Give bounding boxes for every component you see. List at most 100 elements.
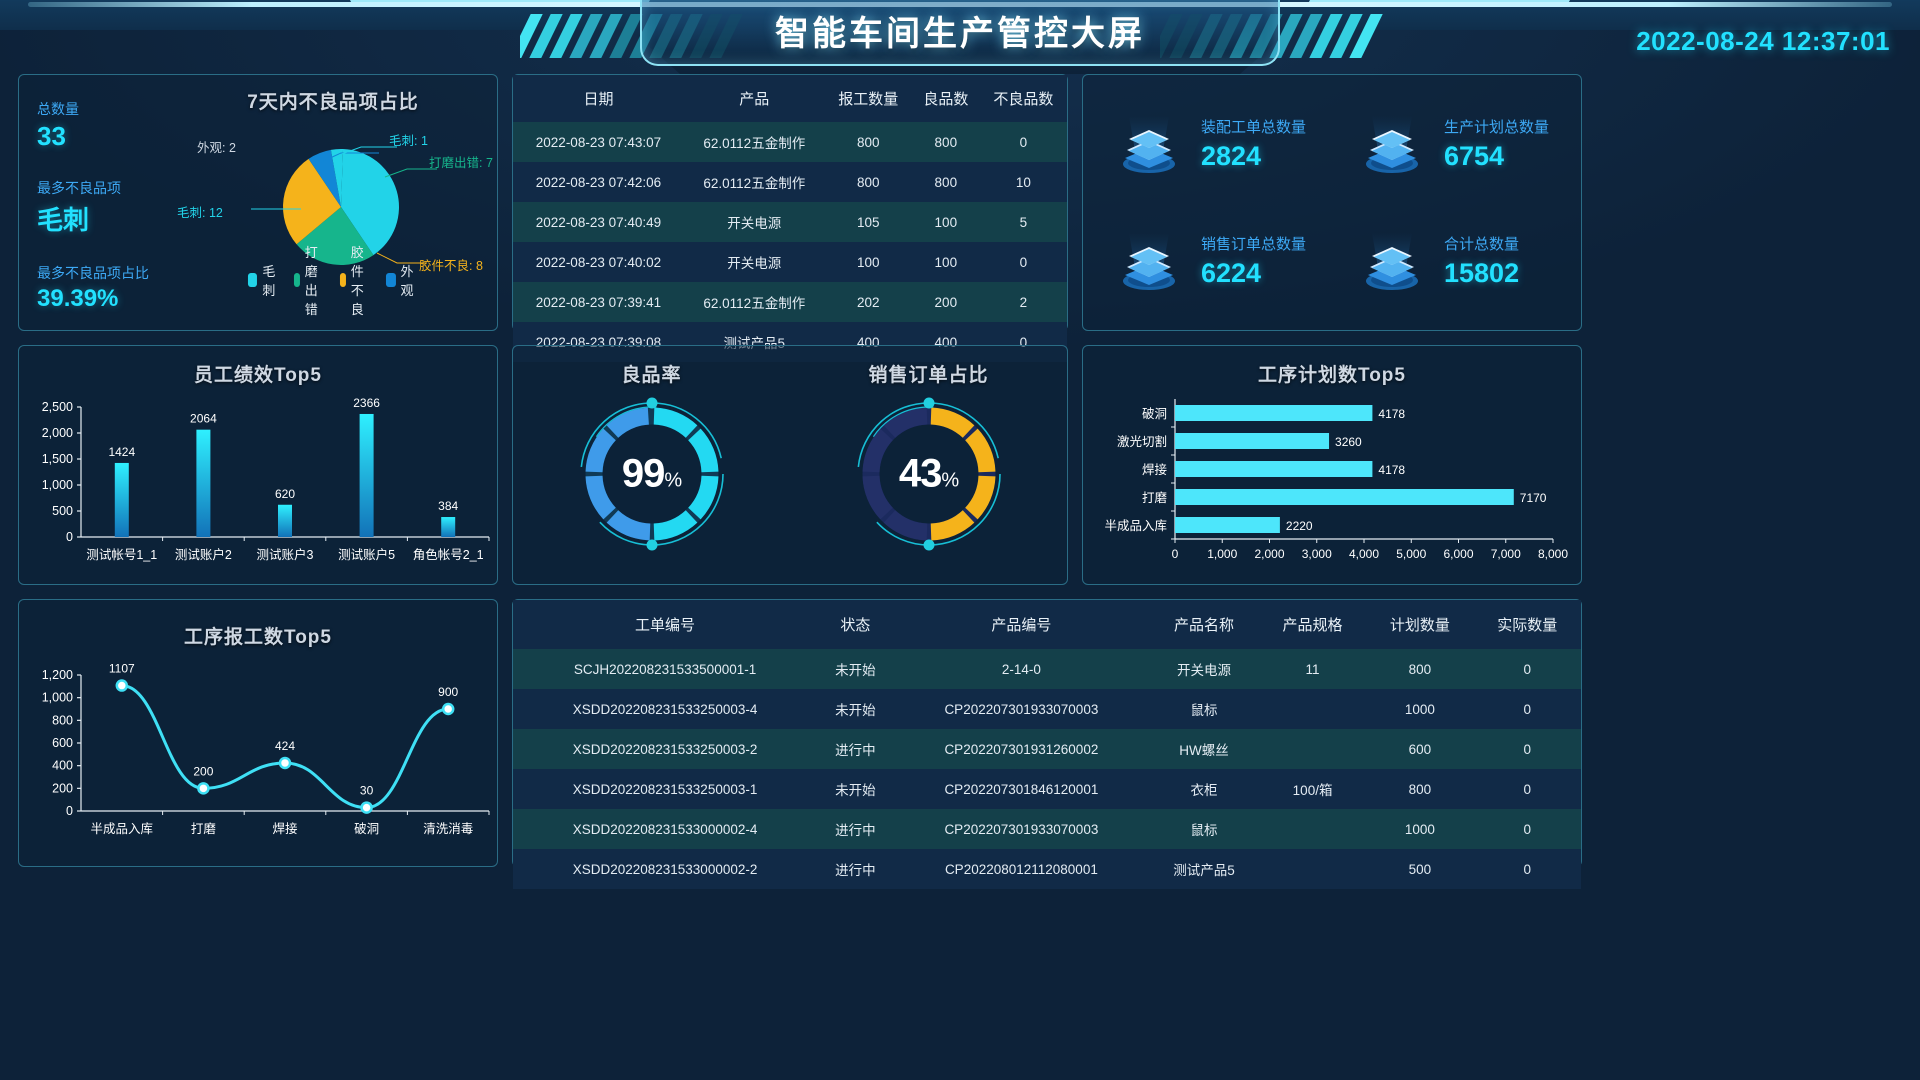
table-cell: 11: [1305, 661, 1320, 677]
table-row[interactable]: 2022-08-23 07:42:06 62.0112五金制作 800 800 10: [513, 162, 1067, 202]
table-row[interactable]: SCJH202208231533500001-1 未开始 2-14-0 开关电源 11 8…: [513, 649, 1581, 689]
bar[interactable]: [1175, 405, 1373, 421]
point-value-label: 30: [360, 784, 374, 798]
gauge-good-rate-title: 良品率: [621, 365, 682, 386]
gauge-sales-share-title: 销售订单占比: [868, 365, 989, 386]
table-row[interactable]: XSDD202208231533000002-4 进行中 CP20220730193…: [513, 809, 1581, 849]
x-tick-label: 0: [1172, 547, 1179, 561]
panel-gauges: 良品率 99% 销售订单占比 43%: [512, 345, 1068, 585]
table-cell: [1259, 729, 1366, 769]
table-cell: 0: [1523, 741, 1532, 757]
table-row[interactable]: XSDD202208231533000002-2 进行中 CP20220801211…: [513, 849, 1581, 889]
data-point[interactable]: [441, 702, 455, 716]
data-point[interactable]: [115, 679, 129, 692]
gauge-segment: [930, 509, 975, 541]
x-tick-label: 测试账户3: [257, 547, 314, 562]
defect-pie-legend: 毛刺 打磨出错 胶件不良 外观: [247, 242, 418, 318]
kpi-text: 装配工单总数量 2824: [1201, 116, 1306, 172]
bar-value-label: 7170: [1520, 491, 1547, 505]
table-cell: 0: [1523, 781, 1532, 797]
table-cell: 100: [934, 214, 958, 230]
y-tick-label: 600: [52, 736, 73, 750]
table-cell: 未开始: [835, 663, 876, 678]
column-header: 产品: [683, 75, 825, 122]
table-cell: XSDD202208231533000002-2: [572, 861, 758, 877]
bar[interactable]: [1175, 489, 1514, 505]
defect-summary-stats: 总数量 33 最多不良品项 毛刺 最多不良品项占比 39.39%: [19, 75, 169, 330]
x-tick-label: 破洞: [354, 821, 379, 836]
kpi-text: 生产计划总数量 6754: [1444, 116, 1549, 172]
table-cell: HW螺丝: [1179, 743, 1229, 758]
table-cell: 进行中: [835, 823, 876, 838]
x-tick-label: 测试帐号1_1: [86, 547, 157, 562]
layers-stack-icon: [1123, 115, 1175, 173]
data-point[interactable]: [360, 801, 373, 814]
bar[interactable]: [441, 517, 456, 537]
bar[interactable]: [1175, 517, 1280, 533]
table-row[interactable]: 2022-08-23 07:40:49 开关电源 105 100 5: [513, 202, 1067, 242]
legend-item: 胶件不良: [340, 242, 372, 318]
bar[interactable]: [114, 462, 129, 537]
gauge-segment-filled: [606, 407, 650, 439]
y-tick-label: 2,500: [42, 400, 73, 414]
gauge-segment-filled: [585, 428, 617, 473]
bar[interactable]: [278, 504, 292, 537]
y-tick-label: 0: [66, 804, 73, 818]
bar[interactable]: [1175, 433, 1330, 449]
kpi-value: 2824: [1201, 140, 1262, 171]
column-header: 报工数量: [824, 75, 912, 122]
x-tick-label: 1,000: [1207, 547, 1237, 561]
gauge-segment: [883, 509, 928, 541]
stat-label-top-defect-share: 最多不良品项占比: [37, 265, 149, 281]
bar[interactable]: [196, 429, 211, 537]
bar[interactable]: [1175, 461, 1373, 477]
stat-value-top-defect: 毛刺: [37, 205, 90, 235]
y-tick-label: 激光切割: [1117, 434, 1167, 449]
x-tick-label: 6,000: [1443, 547, 1473, 561]
bar-value-label: 1424: [108, 445, 135, 459]
layers-stack-icon: [1366, 233, 1418, 291]
bar-value-label: 2064: [190, 412, 217, 426]
table-cell: 2022-08-23 07:39:41: [535, 294, 662, 310]
x-tick-label: 焊接: [272, 821, 298, 836]
legend-swatch: [293, 273, 300, 287]
table-row[interactable]: XSDD202208231533250003-1 未开始 CP20220730184…: [513, 769, 1581, 809]
y-tick-label: 200: [52, 781, 73, 795]
gauge-sales-share-svg: [857, 397, 1001, 551]
table-row[interactable]: XSDD202208231533250003-2 进行中 CP20220730193…: [513, 729, 1581, 769]
x-tick-label: 3,000: [1302, 547, 1332, 561]
column-header: 良品数: [911, 75, 980, 122]
dashboard-row-3: 工序报工数Top5 0 200 400 600 800 1,000 1,200 1107 半成品…: [18, 599, 1902, 889]
panel-process-report: 工序报工数Top5 0 200 400 600 800 1,000 1,200 1107 半成品…: [18, 599, 498, 867]
table-row[interactable]: 2022-08-23 07:43:07 62.0112五金制作 800 800 0: [513, 122, 1067, 162]
table-row[interactable]: XSDD202208231533250003-4 未开始 CP20220730193…: [513, 689, 1581, 729]
legend-item: 毛刺: [247, 261, 280, 299]
table-cell: 62.0112五金制作: [703, 296, 806, 311]
gauge-segment-filled: [687, 475, 719, 520]
table-cell: 800: [856, 134, 880, 150]
table-cell: 2022-08-23 07:42:06: [535, 174, 662, 190]
panel-kpi-totals: 装配工单总数量 2824 生产计划总数量 6754 销售订单总数量 6224 合计总数量 15…: [1082, 74, 1582, 331]
y-tick-label: 打磨: [1142, 491, 1168, 505]
process-plan-chart: 破洞 4178 激光切割 3260 焊接 4178 打磨 7170 半成品入库 2220 0 1,00…: [1104, 399, 1568, 561]
page-title: 智能车间生产管控大屏: [775, 15, 1145, 53]
pie-slice: [330, 149, 344, 207]
bar-value-label: 3260: [1335, 435, 1362, 449]
data-point[interactable]: [278, 756, 292, 770]
table-cell: 200: [934, 294, 958, 310]
x-tick-label: 角色帐号2_1: [413, 547, 484, 562]
bar[interactable]: [359, 413, 374, 537]
table-row[interactable]: 2022-08-23 07:40:02 开关电源 100 100 0: [513, 242, 1067, 282]
data-point[interactable]: [197, 782, 210, 795]
bar-value-label: 4178: [1378, 407, 1405, 421]
table-cell: 0: [1523, 821, 1532, 837]
x-tick-label: 2,000: [1254, 547, 1284, 561]
column-header: 状态: [817, 600, 894, 649]
dashboard-row-1: 总数量 33 最多不良品项 毛刺 最多不良品项占比 39.39% 7天内不良品项…: [18, 74, 1902, 362]
x-tick-label: 测试账户5: [338, 547, 395, 562]
table-cell: 1000: [1404, 701, 1435, 717]
gauge-segment: [930, 407, 975, 439]
table-cell: 0: [1019, 134, 1028, 150]
x-tick-label: 打磨: [191, 822, 217, 836]
table-row[interactable]: 2022-08-23 07:39:41 62.0112五金制作 202 200 2: [513, 282, 1067, 322]
